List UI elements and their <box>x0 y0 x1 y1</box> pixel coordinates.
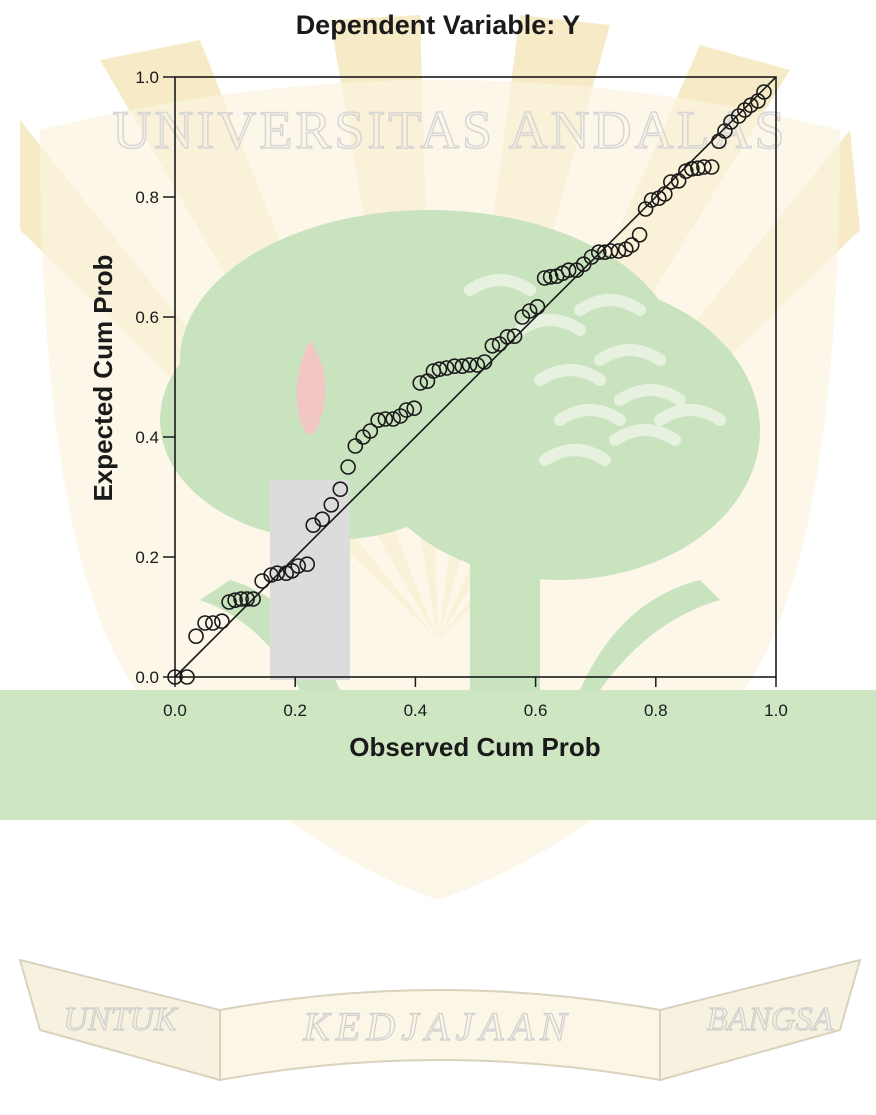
y-tick-label: 0.6 <box>135 308 159 327</box>
x-tick-label: 0.6 <box>524 701 548 720</box>
watermark-motto-center: KEDJAJAAN <box>302 1004 573 1049</box>
x-axis: 0.0 0.2 0.4 0.6 0.8 1.0 <box>163 677 788 720</box>
data-point <box>205 615 221 631</box>
data-point <box>412 375 429 391</box>
data-point <box>233 591 249 607</box>
y-axis: 0.0 0.2 0.4 0.6 0.8 1.0 <box>135 68 175 687</box>
data-point <box>499 328 516 345</box>
data-point <box>446 358 463 375</box>
data-point <box>711 133 727 149</box>
data-point <box>663 174 679 190</box>
x-tick-label: 0.4 <box>404 701 428 720</box>
data-point <box>506 328 523 345</box>
data-point <box>542 268 559 285</box>
data-point <box>245 591 261 607</box>
data-point <box>657 186 673 202</box>
data-point <box>696 159 712 175</box>
data-point <box>461 357 478 373</box>
data-point <box>730 108 747 124</box>
data-point <box>631 227 648 243</box>
data-point <box>536 270 553 286</box>
data-point <box>323 496 340 513</box>
data-point <box>560 262 577 279</box>
data-point <box>756 84 772 100</box>
ribbon-banner-decoration <box>18 958 862 1082</box>
data-point <box>221 594 237 610</box>
plot-frame <box>174 76 777 678</box>
data-point <box>406 400 422 417</box>
data-point <box>263 567 279 583</box>
chart-title: Dependent Variable: Y <box>296 10 581 40</box>
data-point <box>290 558 307 574</box>
data-point <box>670 173 687 189</box>
y-tick-label: 0.2 <box>135 548 159 567</box>
data-point <box>590 244 607 260</box>
leaf-pattern-decoration <box>464 274 726 466</box>
data-point <box>314 511 331 528</box>
data-point <box>197 615 213 631</box>
data-points <box>167 84 772 685</box>
data-point <box>610 243 627 259</box>
y-tick-label: 0.4 <box>135 428 159 447</box>
green-band-decoration <box>0 690 876 820</box>
data-point <box>529 298 546 315</box>
data-point <box>723 114 739 130</box>
x-tick-label: 1.0 <box>764 701 788 720</box>
data-point <box>370 412 386 429</box>
data-point <box>431 361 448 378</box>
y-axis-label: Expected Cum Prob <box>88 254 118 501</box>
data-point <box>484 337 501 354</box>
data-point <box>347 438 364 454</box>
data-point <box>214 613 230 630</box>
x-tick-label: 0.8 <box>644 701 668 720</box>
data-point <box>179 669 195 685</box>
data-point <box>167 669 183 685</box>
watermark-university-name: UNIVERSITAS ANDALAS <box>112 100 787 160</box>
data-point <box>377 411 394 427</box>
data-point <box>476 354 493 370</box>
x-tick-label: 0.0 <box>163 701 187 720</box>
data-point <box>438 360 455 376</box>
data-point <box>398 402 415 418</box>
data-point <box>239 591 255 607</box>
data-point <box>684 161 700 177</box>
data-point <box>623 237 640 253</box>
data-point <box>643 192 660 208</box>
data-point <box>602 243 619 259</box>
watermark-motto-right: BANGSA <box>707 1001 834 1038</box>
data-point <box>340 459 356 475</box>
y-tick-label: 0.8 <box>135 188 159 207</box>
data-point <box>454 358 471 375</box>
data-point <box>521 303 538 319</box>
data-point <box>188 628 204 645</box>
data-point <box>332 481 349 498</box>
data-point <box>227 592 243 609</box>
x-tick-label: 0.2 <box>283 701 307 720</box>
data-point <box>469 357 486 373</box>
data-point <box>269 565 285 582</box>
data-point <box>392 408 409 424</box>
data-point <box>703 159 720 175</box>
y-tick-label: 1.0 <box>135 68 159 87</box>
y-tick-label: 0.0 <box>135 668 159 687</box>
x-axis-label: Observed Cum Prob <box>349 732 600 762</box>
data-point <box>385 411 401 427</box>
data-point <box>362 423 379 439</box>
data-point <box>299 556 316 573</box>
watermark-motto-left: UNTUK <box>63 1001 179 1038</box>
